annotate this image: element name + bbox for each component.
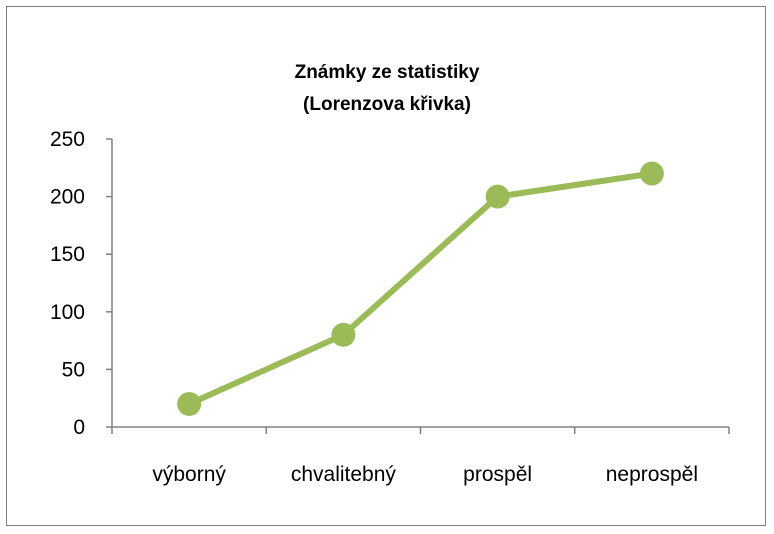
x-category-label: prospěl: [463, 463, 532, 486]
series-line: [187, 170, 653, 407]
x-category-label: neprospěl: [606, 463, 698, 486]
x-category-label: chvalitebný: [291, 463, 397, 486]
y-axis-ticks: 0 50 100 150 200 250: [50, 128, 112, 439]
y-tick-label: 50: [62, 358, 85, 381]
y-tick-label: 150: [50, 243, 85, 266]
data-point: [485, 184, 510, 209]
x-category-label: výborný: [152, 463, 226, 486]
x-axis-ticks: výborný chvalitebný prospěl neprospěl: [111, 427, 730, 486]
series-group: [177, 161, 664, 416]
chart-subtitle: (Lorenzova křivka): [303, 94, 471, 115]
y-tick-label: 200: [50, 186, 85, 209]
data-point: [331, 322, 356, 347]
data-point: [177, 391, 202, 416]
y-tick-label: 250: [50, 128, 85, 151]
data-point: [639, 161, 664, 186]
y-tick-label: 0: [73, 416, 85, 439]
y-tick-label: 100: [50, 301, 85, 324]
chart-title: Známky ze statistiky: [295, 62, 480, 83]
chart-frame: [6, 6, 766, 526]
axes: [111, 139, 729, 428]
